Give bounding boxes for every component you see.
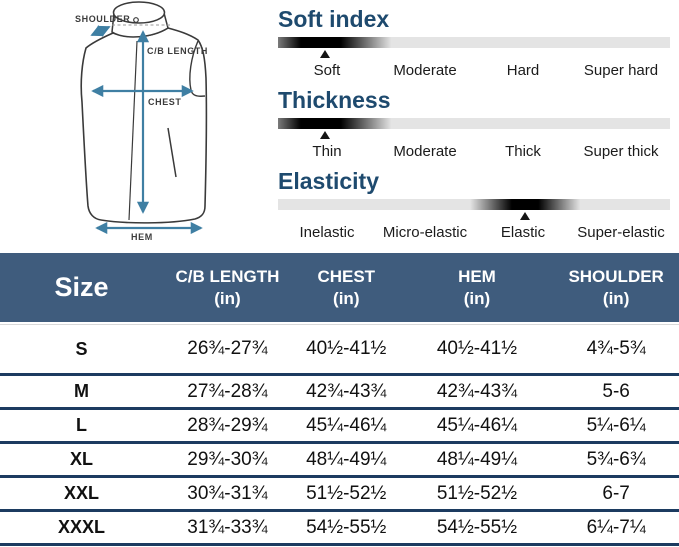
scale-label: Moderate xyxy=(393,61,457,79)
chest-measure-label: CHEST xyxy=(148,97,182,107)
cell-hem: 45¼-46¼ xyxy=(436,414,518,436)
scale-gradient-bar xyxy=(278,118,670,129)
size-row-xxl: XXL 30¾-31¾ 51½-52½ 51½-52½ 6-7 xyxy=(0,478,679,512)
scale-labels: Inelastic Micro-elastic Elastic Super-el… xyxy=(278,222,670,242)
cell-size: S xyxy=(75,338,88,359)
cell-size: L xyxy=(75,415,87,435)
vest-outline-drawing xyxy=(80,1,208,235)
size-row-l: L 28¾-29¾ 45¼-46¼ 45¼-46¼ 5¼-6¼ xyxy=(0,410,679,444)
fabric-property-scales: Soft index Soft Moderate Hard Super hard… xyxy=(278,6,670,249)
scale-label: Moderate xyxy=(393,142,457,160)
scale-title: Soft index xyxy=(278,6,390,32)
header-col-size: Size xyxy=(54,272,109,302)
scale-labels: Thin Moderate Thick Super thick xyxy=(278,141,670,161)
cell-size: M xyxy=(73,381,89,401)
cell-shoulder: 5-6 xyxy=(602,380,630,402)
cell-shoulder: 6¼-7¼ xyxy=(586,516,646,538)
size-table: Size C/B LENGTH (in) CHEST (in) HEM (in)… xyxy=(0,253,679,546)
shoulder-arrow xyxy=(90,25,111,37)
cell-chest: 48¼-49¼ xyxy=(306,448,387,470)
scale-label: Hard xyxy=(506,61,540,79)
scale-soft-index: Soft index Soft Moderate Hard Super hard xyxy=(278,6,670,80)
cell-shoulder: 5¼-6¼ xyxy=(586,414,646,436)
scale-gradient-bar xyxy=(278,37,670,48)
header-col-hem: HEM (in) xyxy=(458,267,496,308)
scale-thickness: Thickness Thin Moderate Thick Super thic… xyxy=(278,87,670,161)
scale-label: Micro-elastic xyxy=(382,223,468,241)
scale-level-indicator xyxy=(278,37,392,48)
cell-size: XXXL xyxy=(57,517,105,537)
size-row-s: S 26¾-27¾ 40½-41½ 40½-41½ 4¾-5¾ xyxy=(0,325,679,376)
scale-label: Super thick xyxy=(583,142,659,160)
hem-measure-label: HEM xyxy=(131,232,153,242)
scale-label: Super-elastic xyxy=(577,223,665,241)
cell-cb-length: 31¾-33¾ xyxy=(187,516,268,538)
scale-marker-arrow xyxy=(320,131,331,139)
scale-labels: Soft Moderate Hard Super hard xyxy=(278,60,670,80)
scale-label: Thin xyxy=(312,142,342,160)
scale-marker-arrow xyxy=(320,50,331,58)
scale-level-indicator xyxy=(278,118,392,129)
scale-label: Elastic xyxy=(500,223,546,241)
scale-elasticity: Elasticity Inelastic Micro-elastic Elast… xyxy=(278,168,670,242)
scale-label: Soft xyxy=(313,61,341,79)
size-row-xl: XL 29¾-30¾ 48¼-49¼ 48¼-49¼ 5¾-6¾ xyxy=(0,444,679,478)
size-table-body: S 26¾-27¾ 40½-41½ 40½-41½ 4¾-5¾ M 27¾-28… xyxy=(0,324,679,546)
cell-size: XXL xyxy=(63,483,99,503)
size-row-xxxl: XXXL 31¾-33¾ 54½-55½ 54½-55½ 6¼-7¼ xyxy=(0,512,679,546)
cell-cb-length: 28¾-29¾ xyxy=(187,414,268,436)
cell-hem: 40½-41½ xyxy=(436,338,518,359)
vest-measurement-diagram: SHOULDER C/B LENGTH CHEST HEM xyxy=(0,0,262,252)
scale-gradient-bar xyxy=(278,199,670,210)
cell-shoulder: 5¾-6¾ xyxy=(586,448,646,470)
cell-size: XL xyxy=(69,449,93,469)
header-col-cb-length: C/B LENGTH (in) xyxy=(175,267,280,308)
cell-cb-length: 30¾-31¾ xyxy=(187,482,268,504)
scale-title: Thickness xyxy=(278,87,391,113)
size-row-m: M 27¾-28¾ 42¾-43¾ 42¾-43¾ 5-6 xyxy=(0,376,679,410)
cell-shoulder: 4¾-5¾ xyxy=(586,338,646,359)
cell-shoulder: 6-7 xyxy=(602,482,630,504)
cb-length-measure-label: C/B LENGTH xyxy=(147,46,208,56)
scale-label: Thick xyxy=(505,142,541,160)
cell-chest: 54½-55½ xyxy=(306,516,387,538)
header-col-shoulder: SHOULDER (in) xyxy=(568,267,664,308)
cell-hem: 42¾-43¾ xyxy=(436,380,518,402)
scale-label: Super hard xyxy=(583,61,659,79)
cell-cb-length: 29¾-30¾ xyxy=(187,448,268,470)
cell-hem: 51½-52½ xyxy=(436,482,518,504)
cell-chest: 51½-52½ xyxy=(306,482,387,504)
scale-level-indicator xyxy=(470,199,580,210)
cell-hem: 54½-55½ xyxy=(436,516,518,538)
cell-cb-length: 26¾-27¾ xyxy=(187,338,268,359)
cell-chest: 45¼-46¼ xyxy=(306,414,387,436)
cell-chest: 40½-41½ xyxy=(306,338,387,359)
cell-hem: 48¼-49¼ xyxy=(436,448,518,470)
scale-title: Elasticity xyxy=(278,168,379,194)
cell-cb-length: 27¾-28¾ xyxy=(187,380,268,402)
shoulder-measure-label: SHOULDER xyxy=(75,14,131,24)
scale-label: Inelastic xyxy=(299,223,355,241)
cell-chest: 42¾-43¾ xyxy=(306,380,387,402)
header-col-chest: CHEST (in) xyxy=(317,267,376,308)
scale-marker-arrow xyxy=(519,212,530,220)
size-table-header: Size C/B LENGTH (in) CHEST (in) HEM (in)… xyxy=(0,253,679,322)
